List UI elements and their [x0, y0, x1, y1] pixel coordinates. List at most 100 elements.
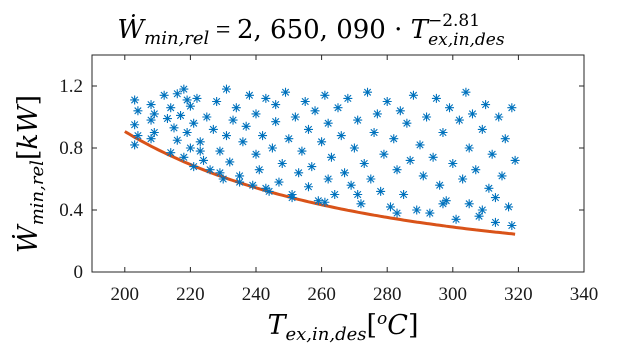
scatter-point	[130, 120, 140, 130]
scatter-point	[169, 123, 179, 133]
scatter-point	[445, 103, 455, 113]
scatter-point	[382, 97, 392, 106]
title-exponent: −2.81	[428, 11, 480, 31]
scatter-point	[405, 155, 415, 165]
scatter-point	[189, 118, 199, 128]
plot-area: 200 220 240 260 280 300 320 340 0 0.4 0.8 1.2	[59, 54, 599, 305]
scatter-point	[303, 182, 313, 192]
scatter-point	[271, 117, 281, 127]
scatter-point	[258, 131, 268, 141]
scatter-point	[353, 115, 363, 125]
xlabel-close: ]	[408, 310, 419, 341]
x-tick-label: 340	[570, 284, 599, 305]
scatter-point	[435, 180, 445, 190]
scatter-point	[192, 93, 202, 103]
fit-curve	[124, 130, 516, 236]
scatter-point	[507, 221, 517, 230]
ylabel-symbol: Ẇ	[11, 223, 44, 253]
ylabel-subscript: min,rel	[27, 160, 48, 225]
scatter-point	[130, 95, 140, 105]
scatter-point	[251, 109, 261, 119]
y-axis-label: Ẇmin,rel[kW]	[11, 95, 48, 253]
scatter-point	[399, 190, 409, 199]
scatter-point	[330, 190, 340, 199]
y-tick-label: 0	[74, 262, 84, 283]
xlabel-degree: o	[377, 309, 387, 329]
scatter-point	[392, 165, 402, 175]
x-axis-label: Tex,in,des[oC]	[267, 309, 418, 345]
x-tick-label: 200	[111, 284, 140, 305]
scatter-point	[307, 162, 317, 172]
scatter-point	[133, 131, 143, 141]
x-tick-label: 220	[176, 284, 205, 305]
scatter-point	[438, 199, 448, 209]
scatter-point	[277, 159, 287, 168]
scatter-point	[326, 152, 336, 162]
x-tick-label: 320	[504, 284, 533, 305]
scatter-point	[438, 128, 448, 137]
ylabel-unit: kW	[13, 103, 44, 149]
title-coefficient: 2, 650, 090	[237, 15, 386, 45]
scatter-point	[133, 106, 143, 116]
scatter-point	[254, 165, 264, 175]
scatter-point	[287, 193, 297, 203]
scatter-point	[497, 171, 507, 181]
y-tick-label: 1.2	[59, 76, 83, 97]
scatter-point	[385, 202, 395, 212]
scatter-point	[349, 143, 359, 153]
scatter-point	[464, 199, 474, 209]
scatter-point	[172, 89, 182, 99]
title-lhs-symbol: Ẇ	[117, 14, 146, 45]
title-var-subscript: ex,in,des	[428, 30, 505, 50]
scatter-point	[185, 101, 195, 111]
scatter-point	[228, 115, 238, 125]
scatter-point	[431, 93, 441, 103]
scatter-point	[205, 165, 215, 175]
scatter-point	[481, 100, 491, 110]
scatter-point	[477, 124, 487, 134]
scatter-point	[320, 90, 330, 100]
scatter-point	[248, 180, 258, 190]
scatter-point	[235, 171, 245, 181]
title-times: ·	[386, 15, 411, 45]
scatter-point	[284, 134, 294, 144]
scatter-point	[458, 174, 468, 184]
scatter-point	[376, 186, 386, 196]
scatter-point	[408, 90, 418, 100]
scatter-point	[182, 128, 192, 137]
chart-title: Ẇmin,rel = 2, 650, 090 · T−2.81 ex,in,des	[117, 11, 504, 50]
title-lhs-subscript: min,rel	[144, 28, 209, 49]
scatter-point	[225, 157, 235, 167]
scatter-point	[238, 137, 248, 147]
scatter-point	[261, 183, 271, 193]
scatter-point	[195, 146, 205, 156]
scatter-point	[474, 211, 484, 221]
scatter-point	[130, 140, 140, 150]
scatter-point	[146, 134, 156, 144]
scatter-point	[313, 196, 323, 206]
scatter-point	[251, 149, 261, 159]
scatter-point	[467, 109, 477, 119]
scatter-point	[303, 124, 313, 134]
x-tick-label: 260	[307, 284, 336, 305]
scatter-point	[231, 103, 241, 113]
scatter-point	[500, 134, 510, 144]
scatter-point	[146, 100, 156, 110]
scatter-point	[271, 100, 281, 110]
scatter-point	[300, 97, 310, 106]
scatter-point	[484, 183, 494, 193]
scatter-point	[267, 143, 277, 153]
scatter-point	[343, 93, 353, 103]
scatter-point	[346, 180, 356, 190]
scatter-point	[336, 131, 346, 141]
scatter-point	[490, 217, 500, 227]
scatter-point	[294, 168, 304, 178]
scatter-point	[379, 149, 389, 159]
scatter-point	[185, 143, 195, 153]
scatter-point	[359, 159, 369, 168]
scatter-point	[366, 174, 376, 184]
scatter-point	[146, 115, 156, 125]
scatter-point	[372, 109, 382, 119]
scatter-point	[323, 174, 333, 184]
scatter-point	[241, 121, 251, 131]
